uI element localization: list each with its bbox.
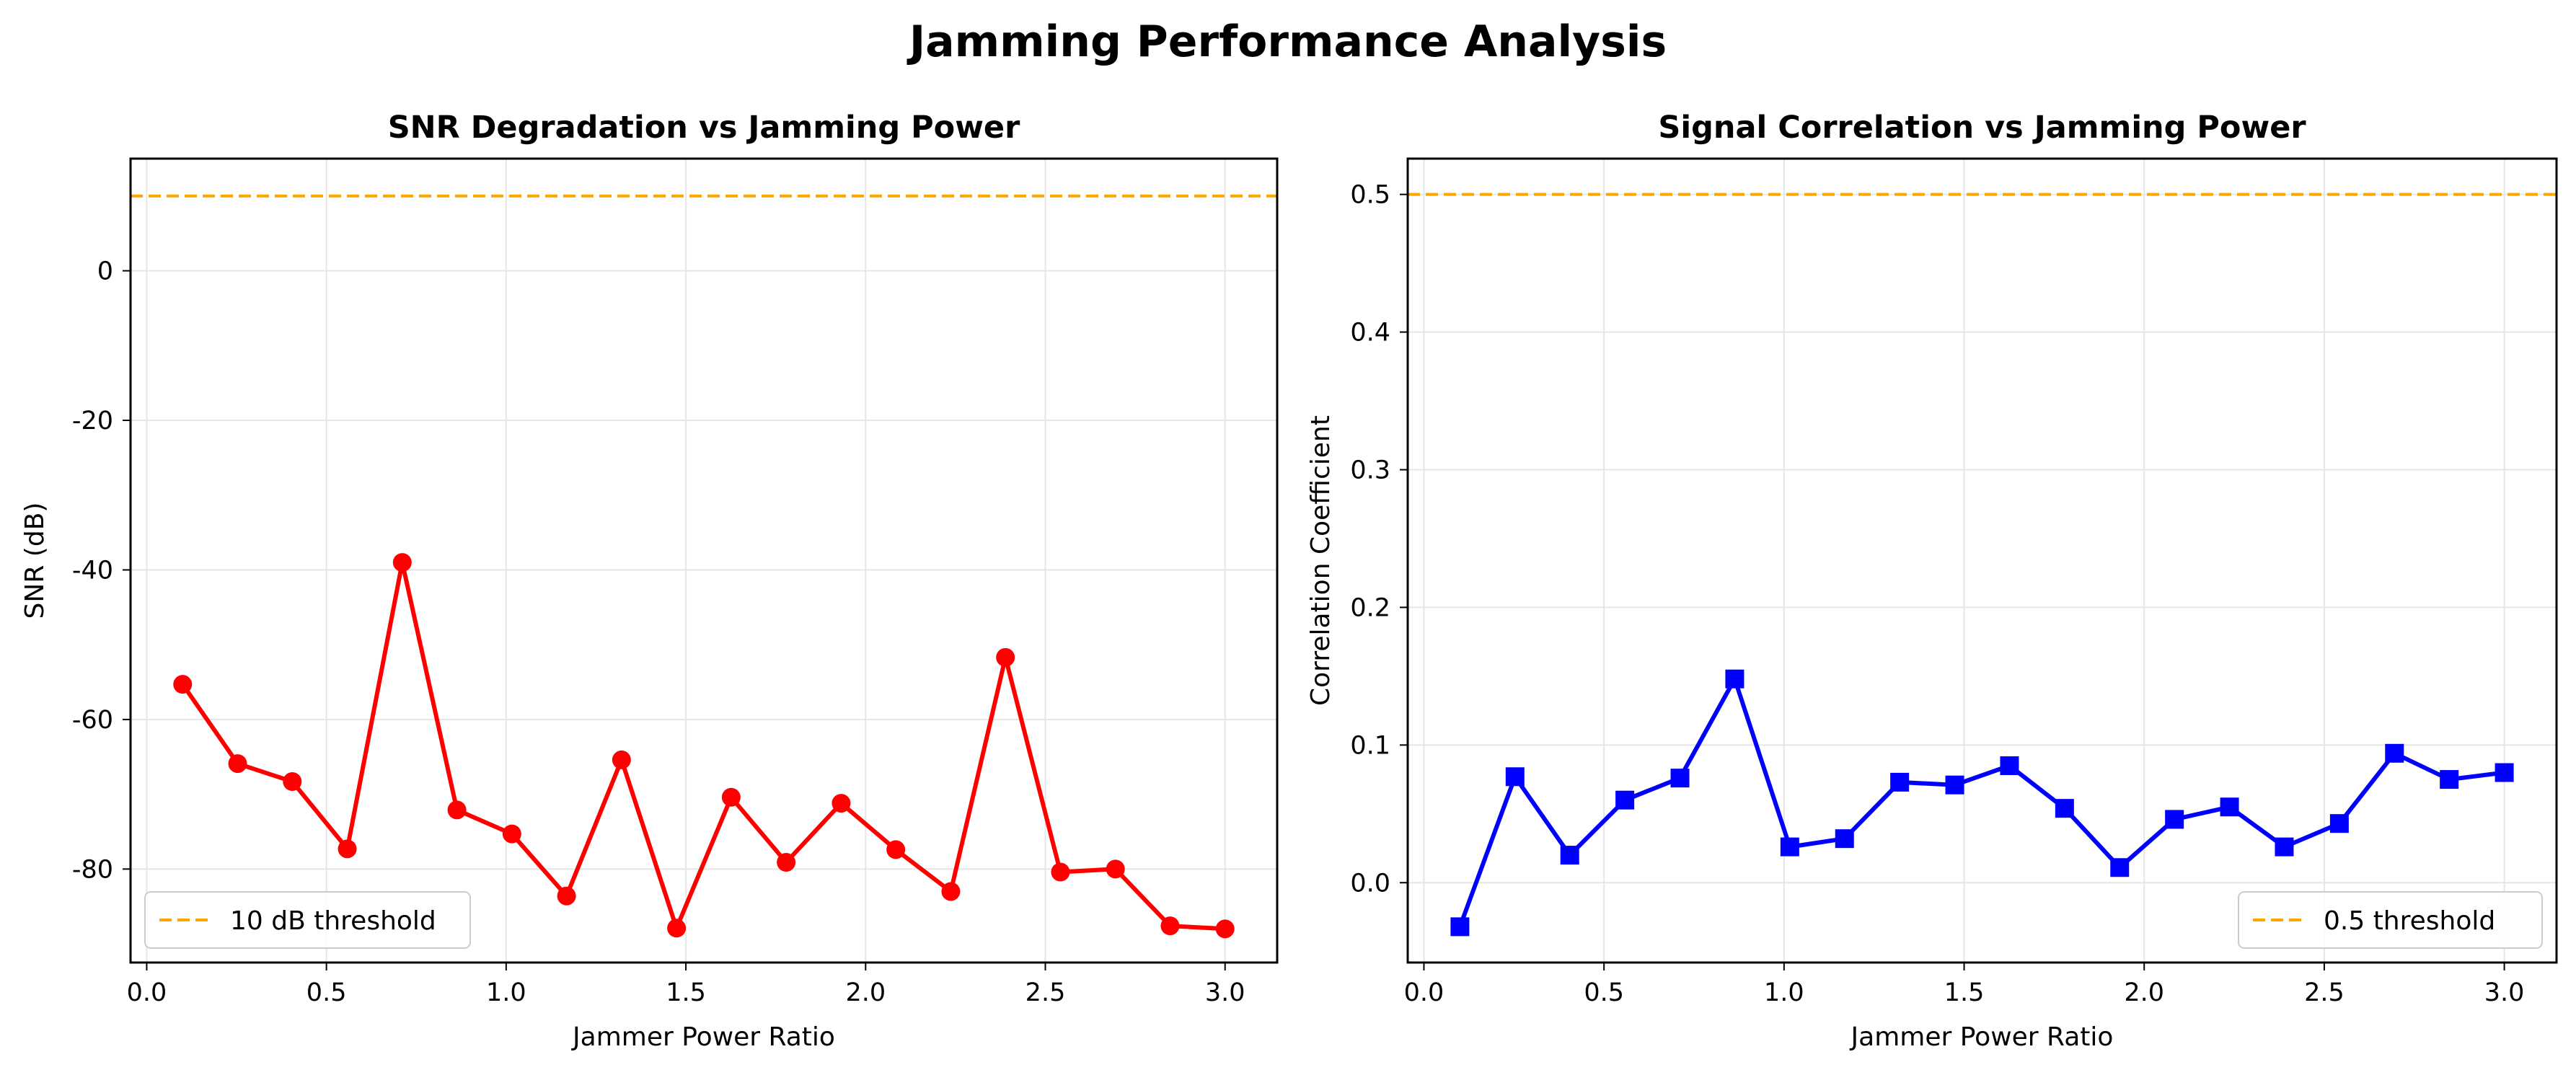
series-line	[180, 560, 1225, 932]
data-point	[557, 886, 576, 906]
panel-title: SNR Degradation vs Jamming Power	[388, 110, 1020, 146]
panel-title: Signal Correlation vs Jamming Power	[1658, 110, 2306, 146]
data-point	[2055, 799, 2074, 818]
x-tick-label: 2.5	[2304, 978, 2345, 1007]
legend-label: 10 dB threshold	[230, 906, 436, 936]
data-point	[2000, 756, 2019, 775]
x-tick-label: 3.0	[2484, 978, 2525, 1007]
y-tick-label: -20	[72, 407, 113, 435]
data-point	[996, 647, 1015, 667]
y-tick-label: 0.1	[1350, 731, 1390, 760]
data-point	[283, 771, 302, 791]
x-tick-label: 1.5	[1944, 978, 1985, 1007]
data-point	[1725, 669, 1744, 689]
x-tick-label: 1.5	[666, 978, 706, 1007]
data-point	[2165, 810, 2184, 829]
data-point	[1560, 846, 1579, 865]
data-point	[1945, 775, 1964, 795]
data-point	[502, 824, 521, 844]
y-tick-label: -60	[72, 706, 113, 735]
data-point	[667, 919, 687, 938]
y-axis-label: SNR (dB)	[20, 503, 50, 619]
y-tick-label: 0.3	[1350, 456, 1390, 485]
legend-box	[144, 891, 471, 949]
data-point	[1670, 769, 1690, 788]
y-tick-label: 0.5	[1350, 181, 1390, 210]
data-point	[447, 800, 467, 820]
x-tick-label: 2.0	[2124, 978, 2164, 1007]
y-tick-label: 0.0	[1350, 869, 1390, 898]
legend: 0.5 threshold	[2238, 891, 2543, 949]
data-point	[173, 675, 193, 694]
x-tick-label: 2.0	[845, 978, 886, 1007]
data-point	[338, 839, 357, 859]
legend: 10 dB threshold	[144, 891, 471, 949]
x-tick-label: 2.5	[1025, 978, 1066, 1007]
data-point	[2440, 770, 2459, 789]
data-point	[1615, 790, 1635, 810]
x-tick-label: 0.5	[1584, 978, 1624, 1007]
data-point	[1106, 859, 1125, 879]
data-point	[886, 840, 906, 859]
data-point	[1215, 919, 1235, 939]
y-tick-label: 0	[97, 257, 113, 286]
y-axis-label: Correlation Coefficient	[1306, 415, 1336, 706]
x-tick-label: 3.0	[1205, 978, 1245, 1007]
legend-box	[2238, 891, 2543, 949]
x-tick-label: 1.0	[1764, 978, 1804, 1007]
data-point	[1051, 862, 1070, 882]
data-point	[1835, 829, 1854, 849]
x-tick-label: 1.0	[486, 978, 526, 1007]
figure-title: Jamming Performance Analysis	[907, 17, 1667, 67]
data-point	[941, 882, 961, 901]
panel-2: 0.0 0.5 1.0 1.5 2.0 2.5 3.0 0.0 0.1 0.2 0.3 0.4 0.5 S…	[1306, 110, 2558, 1052]
y-tick-label: 0.2	[1350, 593, 1390, 622]
panel-1: 0.0 0.5 1.0 1.5 2.0 2.5 3.0 0 -20 -40 -60 -80 SNR De…	[20, 110, 1279, 1052]
data-point	[2275, 837, 2294, 857]
legend-label: 0.5 threshold	[2324, 906, 2495, 936]
x-tick-label: 0.5	[306, 978, 347, 1007]
x-tick-label: 0.0	[127, 978, 167, 1007]
y-tick-label: -80	[72, 855, 113, 884]
data-point	[1505, 767, 1525, 787]
x-axis-label: Jammer Power Ratio	[571, 1022, 835, 1052]
data-point	[1780, 837, 1799, 857]
data-point	[1160, 916, 1180, 936]
data-point	[832, 794, 851, 813]
data-point	[2110, 858, 2130, 877]
data-point	[1890, 772, 1910, 792]
data-point	[1450, 917, 1470, 937]
data-point	[228, 754, 247, 774]
y-tick-label: -40	[72, 556, 113, 585]
data-point	[612, 750, 631, 769]
axes-frame	[1406, 157, 2558, 964]
data-point	[2495, 763, 2514, 782]
data-point	[721, 787, 741, 807]
data-point	[2385, 743, 2404, 763]
axes-frame	[129, 157, 1279, 964]
y-tick-label: 0.4	[1350, 319, 1390, 348]
data-point	[2220, 797, 2239, 817]
data-point	[777, 853, 796, 872]
data-point	[392, 553, 412, 572]
data-point	[2329, 814, 2349, 833]
x-axis-label: Jammer Power Ratio	[1850, 1022, 2114, 1052]
x-tick-label: 0.0	[1404, 978, 1444, 1007]
